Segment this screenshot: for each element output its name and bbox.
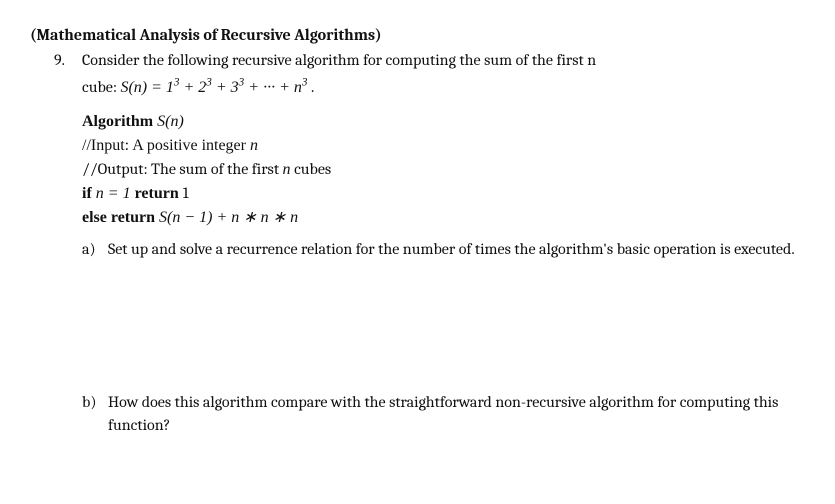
algorithm-block: Algorithm S(n) //Input: A positive integ… bbox=[82, 110, 805, 230]
algo-output-text: //Output: The sum of the first bbox=[82, 160, 283, 178]
part-a-label: a) bbox=[82, 238, 108, 261]
else-expr: S(n − 1) + n ∗ n ∗ n bbox=[159, 209, 298, 226]
eq-m1: + 2 bbox=[179, 79, 206, 96]
algo-input: //Input: A positive integer n bbox=[82, 134, 805, 157]
eq-prefix: cube: bbox=[82, 78, 120, 96]
problem-number: 9. bbox=[54, 49, 82, 437]
problem-intro: Consider the following recursive algorit… bbox=[82, 49, 805, 72]
part-a: a) Set up and solve a recurrence relatio… bbox=[82, 238, 805, 261]
eq-dots: + ··· + n bbox=[244, 79, 302, 96]
problem-9: 9. Consider the following recursive algo… bbox=[30, 49, 805, 437]
algo-kw: Algorithm bbox=[82, 113, 157, 130]
return-kw: return bbox=[135, 185, 183, 202]
algo-else: else return S(n − 1) + n ∗ n ∗ n bbox=[82, 206, 805, 229]
part-b-text: How does this algorithm compare with the… bbox=[108, 391, 805, 437]
algo-input-n: n bbox=[250, 137, 258, 154]
algo-output-tail: cubes bbox=[291, 160, 332, 178]
algo-if: if n = 1 return 1 bbox=[82, 182, 805, 205]
eq-sn: S(n) = 1 bbox=[120, 79, 173, 96]
if-cond: n = 1 bbox=[96, 185, 135, 202]
algo-output: //Output: The sum of the first n cubes bbox=[82, 158, 805, 181]
problem-body: Consider the following recursive algorit… bbox=[82, 49, 805, 437]
section-title: (Mathematical Analysis of Recursive Algo… bbox=[30, 24, 805, 47]
return-val: 1 bbox=[183, 184, 189, 202]
algo-header: Algorithm S(n) bbox=[82, 110, 805, 133]
if-kw: if bbox=[82, 185, 96, 202]
algo-fn: S(n) bbox=[157, 113, 184, 130]
part-b-label: b) bbox=[82, 391, 108, 437]
algo-output-n: n bbox=[283, 161, 291, 178]
part-a-text: Set up and solve a recurrence relation f… bbox=[108, 238, 805, 261]
eq-m2: + 3 bbox=[212, 79, 239, 96]
algo-input-text: //Input: A positive integer bbox=[82, 137, 250, 154]
problem-equation: cube: S(n) = 13 + 23 + 33 + ··· + n3 . bbox=[82, 76, 805, 99]
else-kw: else return bbox=[82, 209, 159, 226]
part-b: b) How does this algorithm compare with … bbox=[82, 391, 805, 437]
eq-end: . bbox=[307, 78, 314, 96]
